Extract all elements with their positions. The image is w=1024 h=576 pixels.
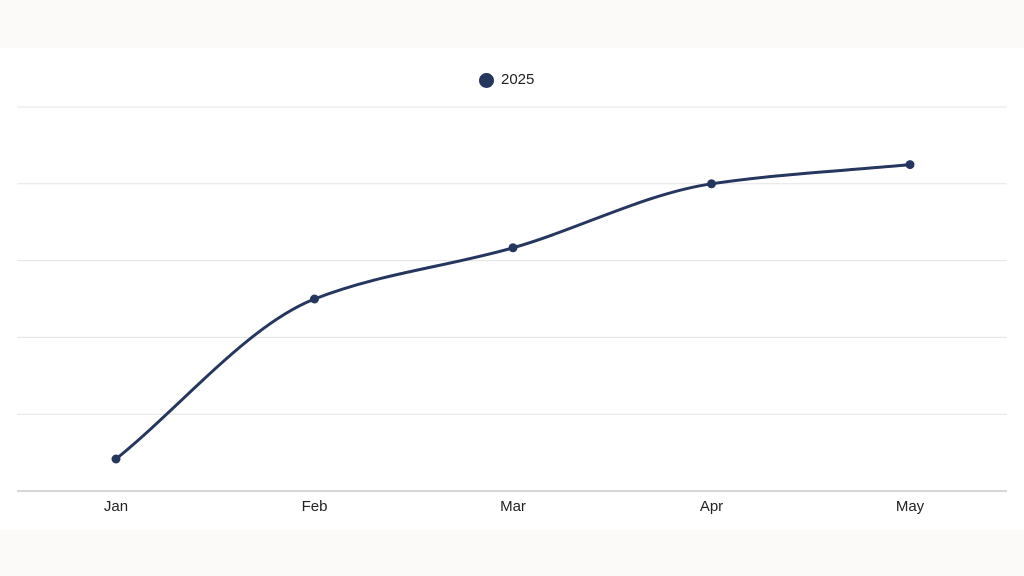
x-tick-label: May (896, 498, 925, 515)
chart-card (0, 48, 1024, 530)
chart-legend: 2025 (479, 70, 534, 90)
x-tick-label: Apr (700, 498, 723, 515)
data-point[interactable] (508, 243, 518, 253)
series-line (114, 163, 912, 461)
x-tick-label: Feb (302, 498, 328, 515)
data-point[interactable] (111, 454, 121, 464)
x-tick-labels: Jan Feb Mar Apr May (104, 498, 925, 515)
series-layer (111, 160, 915, 464)
legend-label: 2025 (501, 71, 535, 88)
data-point[interactable] (707, 179, 716, 189)
data-point[interactable] (905, 160, 915, 170)
grid-lines (17, 106, 1007, 415)
x-tick-label: Jan (104, 498, 128, 515)
data-point[interactable] (310, 294, 319, 304)
legend-swatch-icon (479, 72, 494, 88)
x-tick-label: Mar (500, 498, 526, 515)
